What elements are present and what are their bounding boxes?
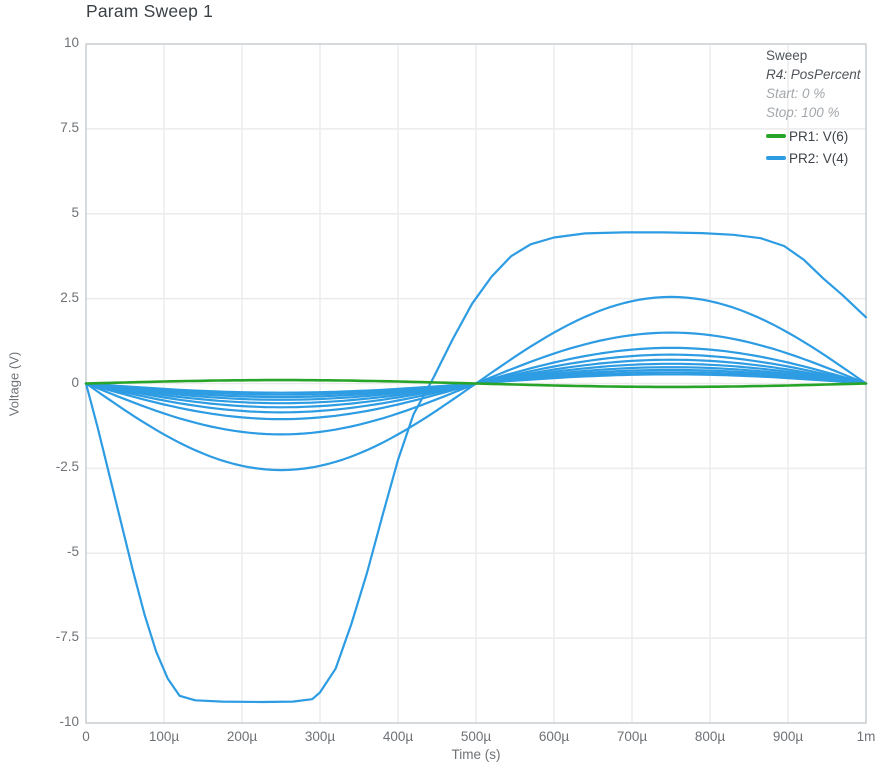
x-tick-label: 0 bbox=[82, 729, 90, 744]
pr2-sweep-step-01-curve bbox=[84, 231, 868, 704]
legend: Sweep R4: PosPercent Start: 0 % Stop: 10… bbox=[754, 46, 876, 169]
x-tick-label: 200µ bbox=[226, 729, 258, 744]
x-tick-label: 800µ bbox=[694, 729, 726, 744]
y-tick-label: 7.5 bbox=[60, 119, 79, 135]
legend-sweep-stop: Stop: 100 % bbox=[766, 105, 840, 120]
y-tick-label: -5 bbox=[66, 544, 79, 560]
x-tick-label: 900µ bbox=[772, 729, 804, 744]
y-tick-label: 5 bbox=[71, 204, 79, 220]
y-tick-label: -2.5 bbox=[55, 459, 79, 475]
y-tick-label: 2.5 bbox=[60, 289, 79, 305]
legend-line-swatch-pr1 bbox=[766, 134, 786, 138]
legend-param-name: R4: PosPercent bbox=[766, 67, 861, 82]
y-axis-tick-labels: 10 7.5 5 2.5 0 -2.5 -5 -7.5 -10 bbox=[0, 0, 80, 781]
y-tick-label: -10 bbox=[59, 714, 79, 729]
legend-sweep-header: Sweep bbox=[766, 48, 808, 63]
legend-entry[interactable]: PR1: V(6) bbox=[754, 125, 876, 147]
legend-entry-label: PR1: V(6) bbox=[789, 128, 849, 144]
x-tick-label: 1m bbox=[856, 729, 876, 744]
y-tick-label: 10 bbox=[63, 35, 79, 50]
chart-title: Param Sweep 1 bbox=[86, 1, 214, 21]
legend-entry[interactable]: PR2: V(4) bbox=[754, 147, 876, 169]
legend-entry-label: PR2: V(4) bbox=[789, 150, 849, 166]
y-tick-label: -7.5 bbox=[55, 629, 79, 645]
legend-line-swatch-pr2 bbox=[766, 156, 786, 160]
x-axis-tick-labels: 0 100µ 200µ 300µ 400µ 500µ 600µ 700µ 800µ 900µ 1m bbox=[0, 729, 880, 749]
x-tick-label: 600µ bbox=[538, 729, 570, 744]
x-axis-label: Time (s) bbox=[451, 747, 501, 762]
x-tick-label: 500µ bbox=[460, 729, 492, 744]
y-tick-label: 0 bbox=[71, 374, 79, 390]
legend-sweep-start: Start: 0 % bbox=[766, 86, 826, 101]
x-tick-label: 700µ bbox=[616, 729, 648, 744]
pr1-trace-curve bbox=[84, 378, 868, 389]
x-tick-label: 100µ bbox=[148, 729, 180, 744]
x-tick-label: 400µ bbox=[382, 729, 414, 744]
x-tick-label: 300µ bbox=[304, 729, 336, 744]
legend-entries: PR1: V(6) PR2: V(4) bbox=[754, 125, 876, 169]
